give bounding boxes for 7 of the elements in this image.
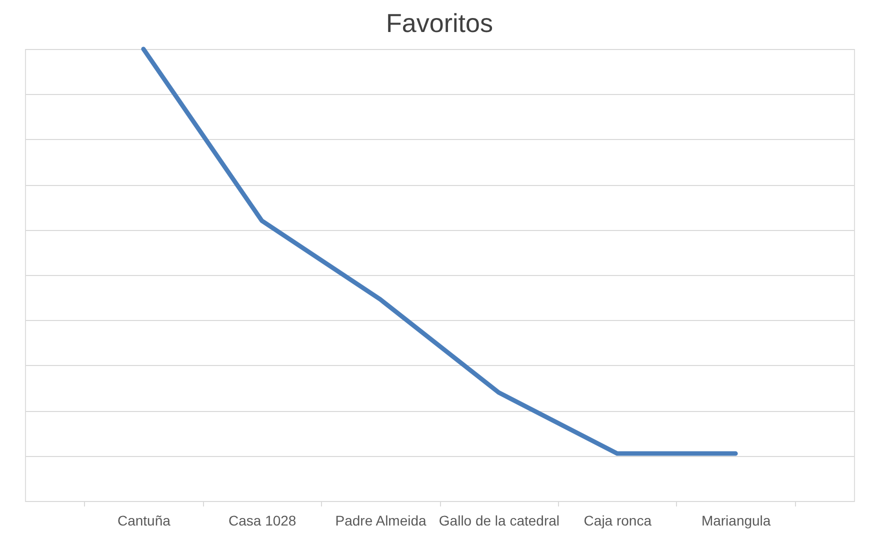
x-tick-label: Cantuña: [117, 512, 171, 528]
x-tick-label: Padre Almeida: [335, 512, 427, 528]
x-tick-label: Caja ronca: [584, 512, 652, 528]
chart-title: Favoritos: [386, 8, 493, 38]
x-tick-label: Gallo de la catedral: [438, 512, 560, 528]
x-tick-label: Mariangula: [701, 512, 771, 528]
x-tick-label: Casa 1028: [228, 512, 296, 528]
